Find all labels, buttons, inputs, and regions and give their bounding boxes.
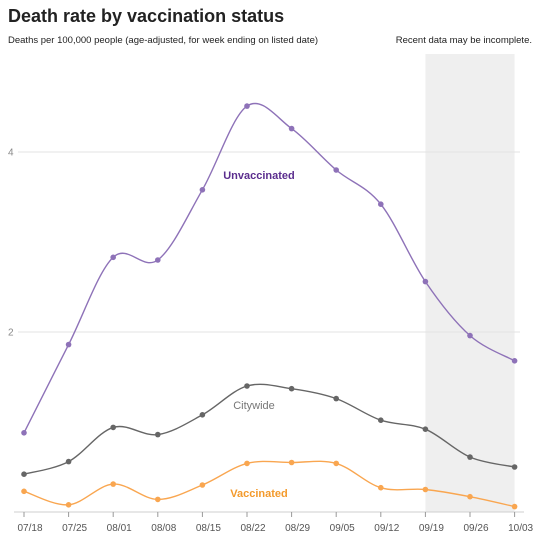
incomplete-data-note: Recent data may be incomplete. (395, 35, 532, 46)
unvaccinated-data-point (155, 257, 161, 263)
unvaccinated-data-point (65, 341, 72, 348)
x-tick-label: 08/01 (107, 523, 132, 534)
unvaccinated-data-point (288, 125, 295, 132)
x-tick-label: 09/19 (419, 523, 444, 534)
vaccinated-series-line (23, 460, 515, 508)
unvaccinated-data-point (467, 332, 473, 339)
citywide-data-point (199, 412, 206, 418)
x-tick-label: 08/08 (151, 523, 176, 534)
citywide-series-line (23, 383, 515, 475)
vaccinated-data-point (511, 503, 518, 510)
vaccinated-data-point (65, 502, 72, 508)
x-tick-label: 09/12 (374, 523, 399, 534)
recent-data-shading (425, 54, 515, 512)
citywide-data-point (333, 395, 340, 402)
unvaccinated-data-point (422, 278, 429, 285)
x-tick-label: 08/29 (285, 523, 310, 534)
citywide-series-label: Citywide (233, 400, 275, 412)
chart-subtitle: Deaths per 100,000 people (age-adjusted,… (8, 35, 319, 46)
vaccinated-data-point (244, 460, 250, 467)
citywide-data-point (244, 383, 250, 389)
x-tick-label: 07/25 (62, 523, 87, 534)
x-tick-label: 08/22 (240, 523, 265, 534)
unvaccinated-data-point (244, 103, 250, 109)
citywide-data-point (288, 385, 295, 392)
chart-title: Death rate by vaccination status (8, 6, 285, 26)
unvaccinated-series-label: Unvaccinated (223, 170, 295, 182)
vaccinated-data-point (21, 488, 27, 495)
citywide-data-point (21, 471, 27, 478)
x-tick-label: 09/26 (463, 523, 488, 534)
vaccinated-data-point (110, 481, 116, 487)
citywide-data-point (155, 431, 161, 438)
unvaccinated-data-point (333, 167, 340, 173)
x-tick-label: 07/18 (17, 523, 42, 534)
vaccinated-data-point (378, 484, 384, 491)
vaccinated-data-point (422, 486, 429, 493)
x-tick-label: 10/03 (508, 523, 533, 534)
citywide-data-point (110, 424, 116, 431)
citywide-data-point (378, 417, 384, 424)
unvaccinated-data-point (199, 187, 206, 193)
unvaccinated-data-point (511, 358, 518, 364)
y-tick-label: 2 (8, 328, 14, 339)
citywide-data-point (65, 458, 72, 465)
vaccinated-data-point (288, 459, 295, 466)
citywide-data-point (511, 464, 518, 470)
y-tick-label: 4 (8, 148, 14, 159)
citywide-data-point (467, 454, 473, 460)
x-tick-label: 09/05 (330, 523, 355, 534)
vaccinated-data-point (333, 460, 340, 467)
vaccinated-series-label: Vaccinated (230, 488, 287, 500)
vaccinated-data-point (199, 482, 206, 488)
unvaccinated-data-point (110, 254, 116, 261)
unvaccinated-data-point (21, 430, 27, 436)
vaccinated-data-point (155, 496, 161, 503)
citywide-data-point (422, 426, 429, 433)
x-tick-label: 08/15 (196, 523, 221, 534)
vaccinated-data-point (467, 493, 473, 500)
unvaccinated-data-point (378, 201, 384, 207)
